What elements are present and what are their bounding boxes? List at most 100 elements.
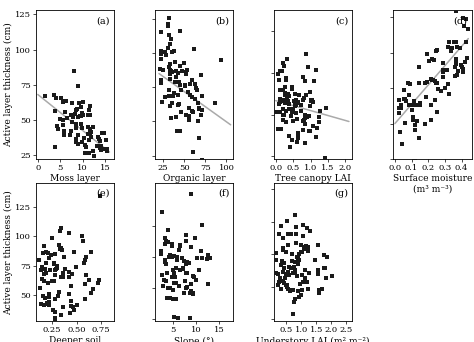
Point <box>301 275 309 281</box>
Point <box>68 119 76 124</box>
Point <box>284 243 292 248</box>
Point <box>164 21 171 26</box>
Point <box>188 94 196 100</box>
Point <box>36 285 44 290</box>
Point <box>167 36 175 41</box>
Point <box>172 68 180 74</box>
Point <box>163 296 171 301</box>
Point <box>433 109 440 114</box>
Point <box>84 131 92 136</box>
Point <box>297 292 305 298</box>
Point <box>70 68 78 74</box>
Point <box>166 71 174 76</box>
Point <box>280 281 287 286</box>
Point <box>177 28 184 34</box>
Point <box>204 256 211 262</box>
Point <box>285 94 292 99</box>
Point <box>44 250 52 255</box>
Point <box>280 97 288 103</box>
Point <box>322 275 330 280</box>
Point <box>103 146 110 152</box>
Point <box>291 212 298 218</box>
Point <box>172 265 180 271</box>
Point <box>322 106 330 111</box>
Point <box>56 116 64 122</box>
Point <box>409 114 417 120</box>
Point <box>165 1 173 6</box>
Point <box>85 150 93 155</box>
Point <box>75 100 82 105</box>
Point <box>411 127 419 132</box>
Point <box>275 271 283 277</box>
Point <box>303 115 311 120</box>
Point <box>298 103 305 108</box>
Point <box>181 82 189 88</box>
Point <box>427 76 435 81</box>
Point <box>67 298 75 303</box>
Point <box>307 103 314 108</box>
Point <box>63 116 70 121</box>
Point <box>300 233 307 238</box>
Point <box>275 231 283 237</box>
Point <box>288 232 295 237</box>
Point <box>400 87 408 93</box>
Point <box>53 263 61 269</box>
Point <box>175 103 182 108</box>
Point <box>161 257 168 263</box>
Point <box>192 85 200 90</box>
Point <box>293 139 301 145</box>
X-axis label: Organic layer
thickness (cm): Organic layer thickness (cm) <box>160 174 228 193</box>
Point <box>288 86 295 92</box>
Point <box>166 104 174 109</box>
Point <box>186 105 193 111</box>
Point <box>283 271 290 277</box>
Point <box>187 192 195 197</box>
Point <box>50 262 57 267</box>
Point <box>173 114 180 119</box>
Point <box>60 133 68 138</box>
Point <box>284 287 292 292</box>
Point <box>170 90 178 95</box>
Point <box>65 291 73 297</box>
Point <box>283 108 290 113</box>
Point <box>157 48 164 54</box>
Point <box>283 56 291 62</box>
Point <box>299 75 307 80</box>
Point <box>156 66 164 72</box>
Point <box>95 277 103 282</box>
Point <box>198 223 206 228</box>
Point <box>191 235 199 240</box>
Point <box>183 325 191 330</box>
Point <box>98 130 106 136</box>
Point <box>454 68 462 74</box>
Point <box>176 267 184 273</box>
Point <box>192 86 200 91</box>
Point <box>310 79 318 84</box>
Point <box>303 225 310 231</box>
Point <box>55 289 63 294</box>
Point <box>172 75 179 80</box>
Point <box>458 64 466 69</box>
Point <box>94 281 102 286</box>
Point <box>173 129 181 134</box>
Point <box>412 103 419 108</box>
Point <box>315 119 323 125</box>
Point <box>38 264 46 270</box>
Point <box>315 115 322 120</box>
Point <box>70 250 77 255</box>
Point <box>189 290 197 296</box>
Point <box>315 287 323 292</box>
Point <box>431 78 439 83</box>
Point <box>285 106 293 112</box>
Point <box>192 278 200 283</box>
Point <box>178 255 186 261</box>
Point <box>447 48 455 54</box>
Point <box>194 100 201 106</box>
Point <box>204 252 211 258</box>
Point <box>273 257 280 263</box>
Point <box>304 287 311 292</box>
Point <box>279 87 287 92</box>
Point <box>195 106 202 111</box>
Point <box>188 78 196 83</box>
Point <box>292 297 299 302</box>
